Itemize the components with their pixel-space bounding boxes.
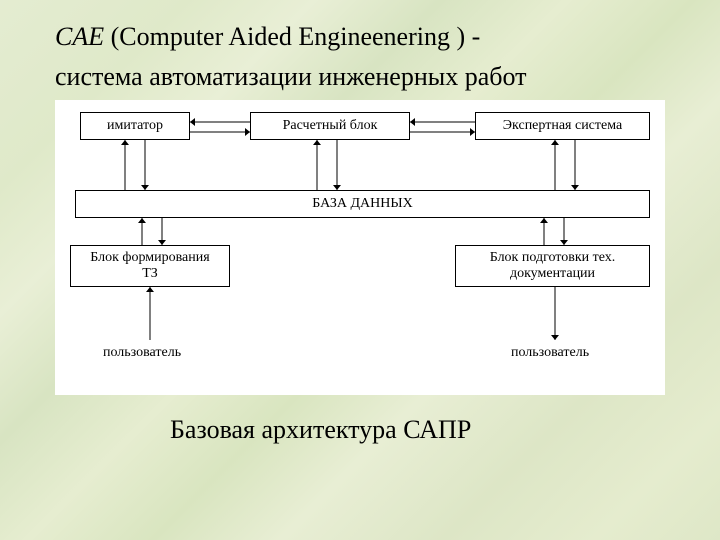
title-cae: CAE <box>55 22 104 51</box>
text-user_left: пользователь <box>103 345 181 361</box>
title-line-2: система автоматизации инженерных работ <box>55 62 527 92</box>
node-calc: Расчетный блок <box>250 112 410 140</box>
title-line-1: CAE (Computer Aided Engineenering ) - <box>55 22 480 52</box>
text-user_right: пользователь <box>511 345 589 361</box>
caption: Базовая архитектура САПР <box>170 415 471 445</box>
node-imitator: имитатор <box>80 112 190 140</box>
slide-background: CAE (Computer Aided Engineenering ) - си… <box>0 0 720 540</box>
node-db: БАЗА ДАННЫХ <box>75 190 650 218</box>
node-tz: Блок формированияТЗ <box>70 245 230 287</box>
title-rest: (Computer Aided Engineenering ) - <box>104 22 480 51</box>
diagram-area: имитатор Расчетный блок Экспертная система… <box>55 100 665 395</box>
node-expert: Экспертная система <box>475 112 650 140</box>
node-techdoc: Блок подготовки тех.документации <box>455 245 650 287</box>
